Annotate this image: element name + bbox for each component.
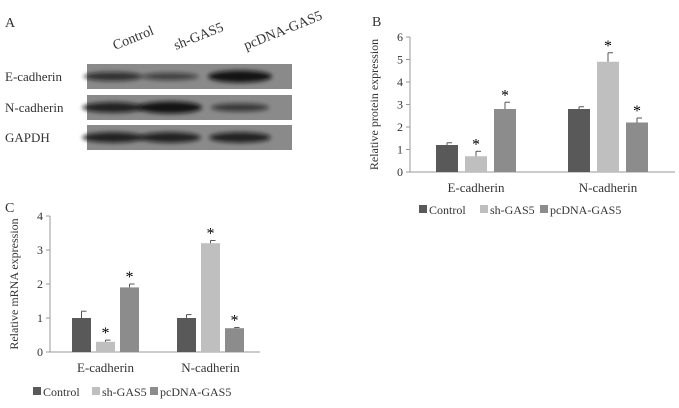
y-tick-label: 4 [37, 209, 43, 223]
y-tick-label: 3 [37, 243, 43, 257]
x-category-label: N-cadherin [181, 360, 240, 375]
bar-sh-gas5-e-cadherin [465, 156, 487, 172]
x-category-label: E-cadherin [447, 180, 505, 195]
legend-label: pcDNA-GAS5 [550, 203, 621, 217]
legend-label: sh-GAS5 [490, 203, 535, 217]
panel-label: B [372, 15, 381, 30]
blot-band [208, 70, 272, 83]
bar-control-n-cadherin [568, 109, 590, 172]
blot-row-label: GAPDH [5, 130, 50, 145]
lane-label-control: Control [111, 24, 156, 54]
legend-swatch [540, 205, 548, 213]
legend-label: Control [429, 203, 466, 217]
y-tick-label: 6 [397, 30, 403, 44]
bar-sh-gas5-n-cadherin [201, 243, 220, 352]
blot-row-label: E-cadherin [5, 69, 63, 84]
y-tick-label: 0 [397, 165, 403, 179]
legend-swatch [480, 205, 488, 213]
y-tick-label: 4 [397, 75, 403, 89]
y-axis-label: Relative protein expression [367, 39, 381, 170]
significance-marker: * [633, 103, 641, 120]
panel-label-a: A [5, 16, 16, 31]
blot-band [211, 103, 269, 112]
legend-label: sh-GAS5 [102, 385, 147, 399]
legend-swatch [419, 205, 427, 213]
panel-label: C [5, 201, 14, 216]
x-category-label: N-cadherin [579, 180, 638, 195]
y-axis-label: Relative mRNA expression [7, 218, 21, 349]
significance-marker: * [604, 38, 612, 55]
lane-label-pcdna-gas5: pcDNA-GAS5 [242, 9, 325, 54]
significance-marker: * [207, 225, 215, 242]
bar-control-e-cadherin [436, 145, 458, 172]
legend-label: Control [43, 385, 80, 399]
blot-band [138, 101, 202, 114]
legend-label: pcDNA-GAS5 [160, 385, 231, 399]
legend-swatch [92, 387, 100, 395]
western-blot-panel: A Control sh-GAS5 pcDNA-GAS5 E-cadherin N… [5, 9, 325, 150]
y-tick-label: 1 [37, 311, 43, 325]
bar-pcdna-gas5-e-cadherin [120, 287, 139, 352]
y-tick-label: 3 [397, 98, 403, 112]
significance-marker: * [231, 313, 239, 330]
significance-marker: * [102, 325, 110, 342]
y-tick-label: 0 [37, 345, 43, 359]
bar-sh-gas5-n-cadherin [597, 61, 619, 172]
blot-band [209, 132, 271, 143]
mrna-expression-chart: C 0 1 2 3 4 Relative mRNA expression E-cadherin… [5, 201, 260, 399]
protein-expression-chart: B 0 1 2 3 4 5 6 Relative protein expression E-cad… [367, 15, 675, 217]
legend-swatch [150, 387, 158, 395]
legend-swatch [33, 387, 41, 395]
y-tick-label: 2 [37, 277, 43, 291]
significance-marker: * [472, 136, 480, 153]
x-category-label: E-cadherin [77, 360, 135, 375]
blot-band [83, 72, 143, 81]
y-tick-label: 2 [397, 120, 403, 134]
blot-band [82, 102, 144, 113]
blot-row-label: N-cadherin [5, 100, 64, 115]
blot-band [141, 72, 199, 81]
bar-pcdna-gas5-n-cadherin [225, 328, 244, 352]
significance-marker: * [126, 269, 134, 286]
bar-pcdna-gas5-e-cadherin [494, 109, 516, 172]
bar-sh-gas5-e-cadherin [96, 341, 115, 352]
lane-label-sh-gas5: sh-GAS5 [172, 20, 226, 53]
significance-marker: * [501, 87, 509, 104]
bar-control-e-cadherin [72, 318, 91, 352]
blot-band [139, 132, 201, 143]
y-tick-label: 1 [397, 143, 403, 157]
bar-pcdna-gas5-n-cadherin [626, 122, 648, 172]
y-tick-label: 5 [397, 53, 403, 67]
blot-band [82, 132, 144, 143]
bar-control-n-cadherin [177, 318, 196, 352]
